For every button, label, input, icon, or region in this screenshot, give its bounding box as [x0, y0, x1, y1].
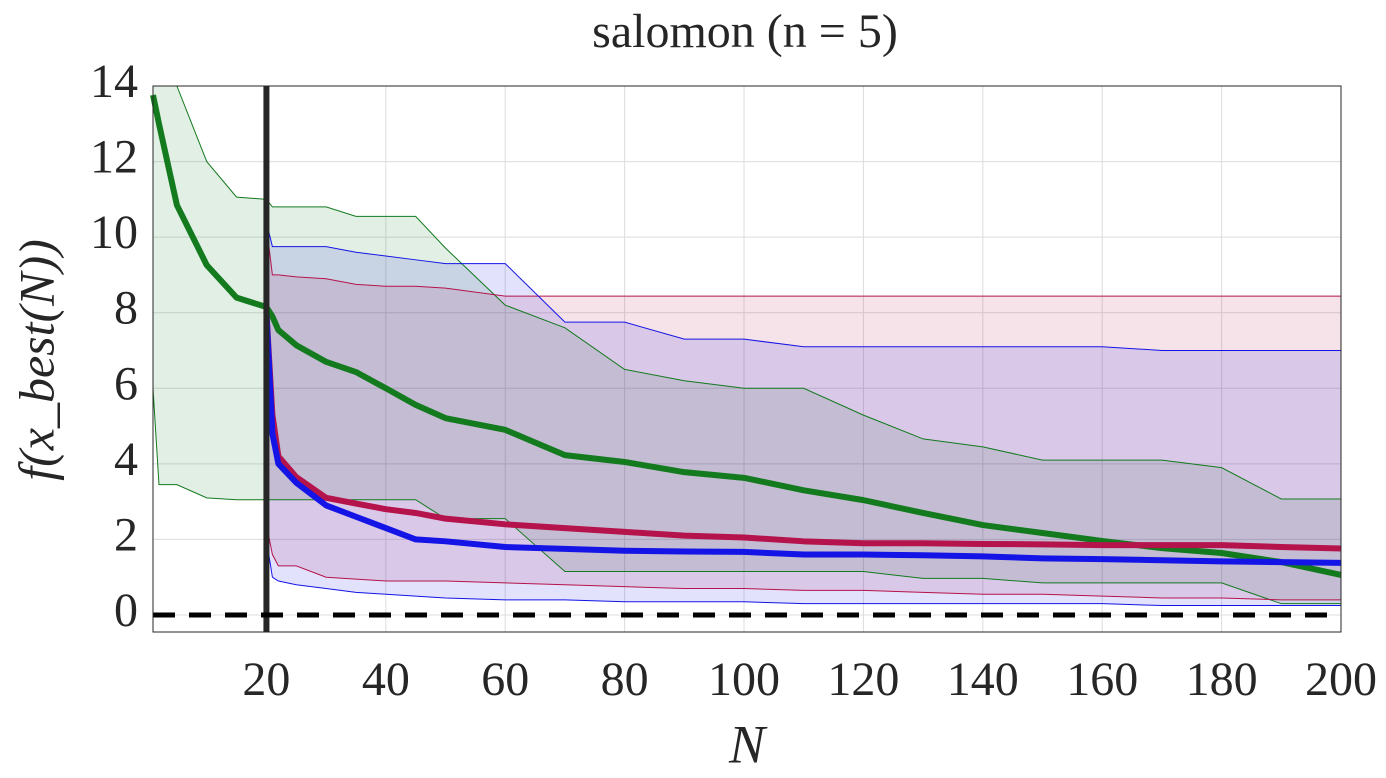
- band-edge: [265, 221, 1341, 351]
- median-line: [150, 94, 1342, 578]
- band-edge: [265, 539, 1341, 607]
- x-tick-label: 60: [481, 653, 529, 706]
- band: [266, 222, 1341, 606]
- x-tick-label: 200: [1305, 653, 1377, 706]
- x-tick-label: 180: [1186, 653, 1258, 706]
- x-tick-label: 40: [362, 653, 410, 706]
- x-tick-label: 160: [1066, 653, 1138, 706]
- x-tick-label: 140: [947, 653, 1019, 706]
- chart-title: salomon (n = 5): [592, 5, 898, 58]
- x-tick-label: 120: [827, 653, 899, 706]
- y-tick-label: 4: [114, 433, 138, 486]
- y-tick-label: 6: [114, 357, 138, 410]
- y-axis-label: f(x_best(N)): [8, 239, 64, 481]
- x-tick-label: 20: [242, 653, 290, 706]
- band: [266, 225, 1341, 600]
- y-tick-label: 2: [114, 508, 138, 561]
- y-tick-label: 14: [90, 55, 138, 108]
- median-line: [263, 312, 1342, 566]
- x-axis-label: N: [728, 714, 768, 774]
- band-edge: [152, 388, 1341, 605]
- x-tick-label: 100: [708, 653, 780, 706]
- x-tick-label: 80: [601, 653, 649, 706]
- axes-box: [152, 85, 1342, 633]
- median-line: [263, 312, 1342, 552]
- band-edge: [265, 225, 1341, 297]
- band-edge: [153, 85, 1341, 500]
- y-tick-label: 0: [114, 584, 138, 637]
- y-tick-label: 12: [90, 131, 138, 184]
- band-edge: [265, 524, 1341, 601]
- band: [153, 86, 1341, 604]
- plot-area: [153, 86, 1341, 632]
- y-tick-label: 10: [90, 206, 138, 259]
- y-tick-label: 8: [114, 282, 138, 335]
